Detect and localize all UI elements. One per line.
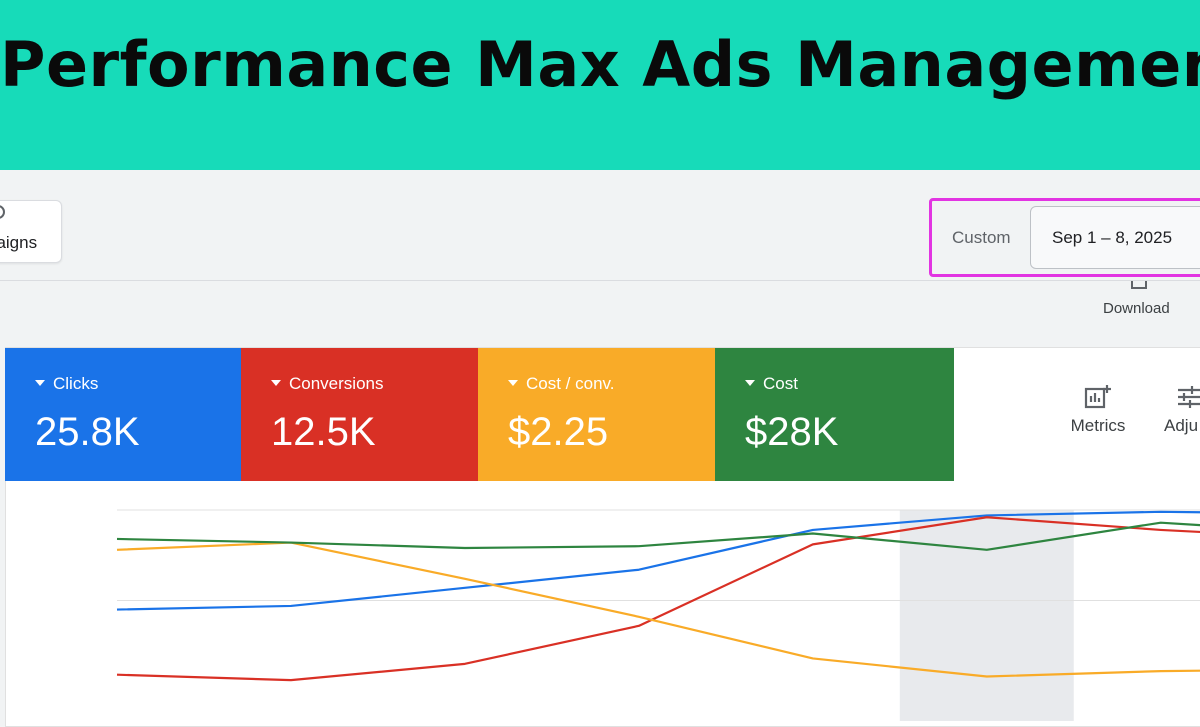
series-line-3 [116, 521, 1200, 551]
series-line-1 [116, 516, 1200, 682]
adjust-icon [1178, 386, 1200, 408]
performance-line-chart [116, 509, 1200, 721]
metric-tile-name: Cost / conv. [508, 374, 615, 394]
campaigns-icon [0, 205, 5, 219]
date-range-value: Sep 1 – 8, 2025 [1052, 228, 1173, 247]
caret-down-icon [745, 379, 755, 386]
metric-tile-cost-per-conv[interactable]: Cost / conv. $2.25 [478, 348, 715, 481]
metric-tile-value: 25.8K [35, 410, 140, 454]
caret-down-icon [508, 379, 518, 386]
download-icon [1131, 281, 1147, 289]
series-line-0 [116, 510, 1200, 611]
highlighted-date-band [899, 510, 1074, 721]
caret-down-icon [271, 379, 281, 386]
metric-tile-name: Clicks [35, 374, 98, 394]
banner-title: Performance Max Ads Management [0, 28, 1200, 101]
metrics-label: Metrics [1070, 416, 1126, 435]
metric-tile-value: $28K [745, 410, 839, 454]
date-range-highlight [929, 198, 1200, 277]
campaigns-label: paigns [0, 233, 38, 252]
caret-down-icon [35, 379, 45, 386]
metric-tile-clicks[interactable]: Clicks 25.8K [5, 348, 241, 481]
title-banner: Performance Max Ads Management [0, 0, 1200, 170]
metrics-button[interactable]: Metrics [1062, 384, 1134, 436]
download-label: Download [1103, 300, 1170, 317]
metric-tile-value: $2.25 [508, 410, 609, 454]
metric-tile-conversions[interactable]: Conversions 12.5K [241, 348, 478, 481]
metrics-icon [1084, 385, 1111, 409]
adjust-button[interactable]: Adju [1164, 384, 1200, 436]
metric-tile-cost[interactable]: Cost $28K [715, 348, 954, 481]
metric-tile-name: Conversions [271, 374, 384, 394]
date-range-picker[interactable]: Sep 1 – 8, 2025 [1030, 206, 1200, 269]
adjust-label: Adju [1164, 416, 1199, 435]
toolbar-divider [0, 280, 1200, 281]
series-line-2 [116, 541, 1200, 678]
campaigns-button[interactable]: paigns [0, 200, 62, 263]
download-button[interactable]: Download [1095, 281, 1185, 321]
date-preset-label: Custom [952, 228, 1011, 247]
metric-tile-name: Cost [745, 374, 798, 394]
metric-tile-value: 12.5K [271, 410, 376, 454]
